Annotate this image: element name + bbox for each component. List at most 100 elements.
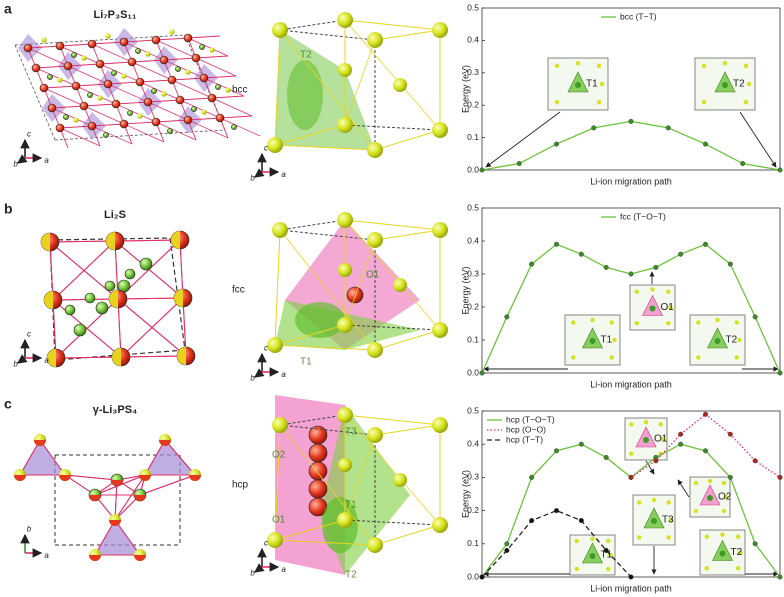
bond [171, 77, 205, 81]
atom [121, 73, 127, 79]
atom [55, 41, 65, 51]
bond [49, 241, 54, 301]
data-point [777, 474, 783, 480]
atom [337, 317, 353, 333]
bond [187, 117, 221, 121]
y-tick-label: 0.2 [467, 301, 479, 311]
bond [67, 65, 109, 85]
bond [274, 424, 281, 541]
bond [279, 219, 346, 231]
data-point [529, 518, 535, 524]
site-label: T1 [300, 357, 312, 368]
bond [374, 524, 441, 546]
legend-label: hcp (T−O−T) [506, 414, 555, 424]
bond [54, 129, 226, 141]
atom [367, 232, 383, 248]
bond [344, 519, 441, 526]
bond [203, 75, 237, 79]
inset-label: T1 [586, 79, 598, 90]
atom-half [59, 475, 71, 481]
bond [179, 99, 221, 119]
atom-half [112, 348, 121, 366]
bond [195, 57, 237, 77]
atom [139, 257, 153, 271]
data-point [752, 458, 758, 464]
inset-atom [650, 287, 655, 292]
bond [219, 117, 261, 137]
bond [39, 439, 66, 476]
bond [131, 61, 173, 81]
bond [43, 87, 85, 107]
atom [127, 110, 133, 116]
y-tick-label: 0.3 [467, 268, 479, 278]
inset-li [719, 550, 726, 557]
bond [27, 45, 61, 49]
atom [119, 119, 129, 129]
bond [344, 324, 441, 331]
axis-arrow [254, 168, 265, 178]
data-point [665, 125, 671, 131]
bond [52, 299, 57, 359]
data-point [479, 574, 485, 580]
plot-frame [481, 7, 781, 171]
data-point [678, 251, 684, 257]
bond [99, 61, 133, 65]
data-point [703, 411, 709, 417]
atom [201, 109, 207, 115]
atom [367, 342, 383, 358]
bond [49, 240, 116, 243]
data-point [703, 141, 709, 147]
bond [139, 474, 196, 496]
atom [97, 95, 103, 101]
atom [338, 63, 352, 77]
atom-half [14, 475, 26, 481]
bond [107, 81, 141, 85]
atom [215, 113, 225, 123]
bond [114, 474, 146, 521]
atom [337, 117, 353, 133]
x-axis-label: Li-ion migration path [590, 379, 672, 389]
polyhedron [95, 520, 140, 555]
atom [367, 427, 383, 443]
bond [147, 99, 181, 103]
inset-atom [590, 317, 595, 323]
atom [337, 12, 353, 28]
atom [169, 29, 175, 35]
y-tick-label: 0.0 [467, 164, 479, 174]
axis-label: b [250, 374, 255, 383]
inset-atom [634, 289, 639, 294]
atom [191, 106, 197, 112]
atom [199, 44, 205, 50]
bond [131, 59, 165, 63]
inset-atom [666, 289, 671, 294]
bond [274, 29, 281, 146]
axis-label: b [13, 360, 18, 369]
inset-atom [574, 538, 579, 544]
atom [87, 121, 97, 131]
axis-arrow [17, 354, 28, 364]
bond [114, 519, 141, 556]
axis-arrow [254, 563, 265, 573]
atom [64, 304, 76, 316]
data-point [603, 454, 609, 460]
bond [163, 57, 197, 61]
atom [393, 278, 407, 292]
data-point [727, 261, 733, 267]
inset-atom [575, 61, 581, 66]
atom [267, 137, 283, 153]
y-axis-label: Energy (eV) [460, 266, 470, 314]
bond [279, 424, 376, 546]
inset-atom [734, 320, 739, 325]
y-tick-label: 0.3 [467, 472, 479, 482]
y-tick-label: 0.2 [467, 505, 479, 515]
data-point [554, 241, 560, 247]
bond [115, 103, 157, 123]
atom [73, 323, 87, 337]
inset-atom [574, 566, 579, 572]
inset-li [651, 518, 657, 524]
atom [432, 417, 448, 433]
data-point [678, 431, 684, 437]
li-path [287, 60, 323, 130]
atom [124, 268, 136, 280]
atom [393, 78, 407, 92]
